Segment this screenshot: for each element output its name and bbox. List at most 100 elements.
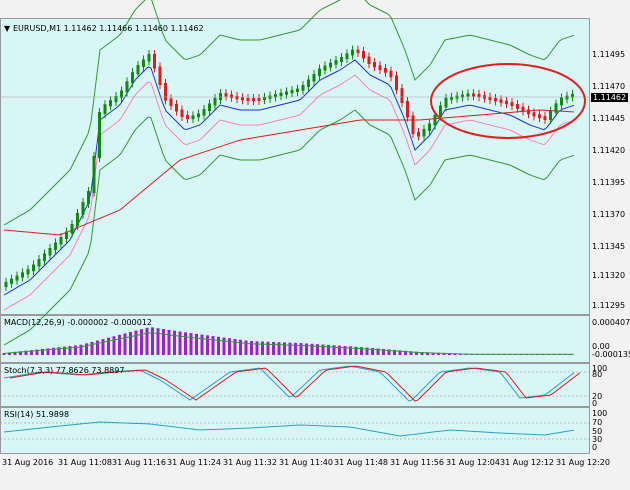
candle-body (554, 103, 558, 113)
macd-histogram-bar (288, 342, 292, 355)
candle-body (499, 99, 503, 103)
macd-histogram-bar (35, 349, 39, 355)
macd-histogram-bar (382, 348, 385, 355)
candle-body (356, 49, 360, 53)
price-tick: 1.11495 (592, 50, 626, 59)
time-tick: 31 Aug 12:12 (500, 458, 554, 467)
macd-histogram-bar (266, 341, 270, 355)
macd-histogram-bar (354, 346, 358, 355)
macd-histogram-bar (184, 332, 187, 355)
candle-body (274, 94, 277, 98)
candle-body (373, 62, 376, 68)
rsi-tick: 70 (592, 418, 603, 427)
candle-body (417, 132, 420, 137)
macd-histogram-bar (178, 331, 182, 355)
fast-moving-average (3, 59, 575, 296)
candle-body (43, 253, 46, 261)
macd-histogram-bar (200, 334, 204, 355)
stochastic-tick: 100 (592, 364, 608, 373)
macd-histogram-bar (13, 351, 17, 355)
candle-body (516, 104, 519, 109)
candle-body (131, 72, 134, 84)
price-chart-panel[interactable] (0, 18, 590, 315)
macd-histogram-bar (448, 353, 451, 355)
candle-body (109, 100, 112, 107)
candle-body (488, 96, 492, 100)
macd-histogram-bar (343, 346, 347, 355)
candle-body (241, 97, 244, 101)
candle-body (191, 115, 195, 120)
main-chart-title: EURUSD,M1 1.11462 1.11466 1.11460 1.1146… (13, 24, 204, 33)
time-tick: 31 Aug 2016 (2, 458, 54, 467)
candle-body (120, 90, 123, 98)
symbol-dropdown-icon[interactable]: ▼ (4, 24, 11, 33)
macd-histogram-bar (244, 340, 248, 355)
rsi-tick: 0 (592, 443, 598, 452)
candle-body (538, 114, 541, 119)
macd-signal-line (3, 332, 574, 355)
candle-body (76, 213, 79, 226)
candle-body (180, 109, 184, 117)
candle-body (4, 281, 8, 288)
bollinger-upper-band (3, 0, 575, 226)
macd-histogram-bar (101, 339, 105, 355)
macd-histogram-bar (112, 336, 116, 355)
candle-body (351, 49, 354, 56)
rsi-line (3, 421, 575, 437)
candle-body (21, 272, 24, 278)
macd-histogram-bar (162, 329, 165, 355)
macd-histogram-bar (46, 348, 50, 355)
candle-body (246, 98, 250, 101)
macd-histogram-bar (151, 327, 154, 355)
macd-histogram-bar (387, 349, 391, 355)
time-tick: 31 Aug 11:08 (58, 458, 112, 467)
price-tick: 1.11445 (592, 114, 626, 123)
macd-histogram-bar (8, 352, 11, 355)
macd-histogram-bar (294, 342, 297, 355)
macd-histogram-bar (173, 330, 176, 355)
macd-tick: 0.00 (592, 342, 610, 351)
candle-body (98, 112, 101, 158)
rsi-tick: 100 (592, 409, 608, 418)
macd-histogram-bar (30, 350, 33, 355)
candle-body (571, 93, 574, 98)
candle-body (521, 106, 525, 112)
stochastic-tick: 0 (592, 399, 598, 408)
candle-body (202, 109, 206, 116)
candle-body (114, 96, 118, 103)
candle-body (395, 75, 398, 91)
candle-body (252, 98, 255, 101)
price-tick: 1.11345 (592, 242, 626, 251)
candle-body (26, 269, 30, 275)
time-tick: 31 Aug 11:16 (112, 458, 166, 467)
time-tick: 31 Aug 11:32 (223, 458, 277, 467)
macd-histogram-bar (327, 344, 330, 355)
candle-body (560, 97, 563, 106)
macd-histogram-bar (272, 341, 275, 355)
candle-body (263, 96, 266, 100)
macd-histogram-bar (404, 350, 407, 355)
macd-histogram-bar (85, 343, 88, 355)
price-tick: 1.11420 (592, 146, 626, 155)
candle-body (307, 79, 310, 87)
candle-body (92, 156, 96, 193)
candle-body (494, 98, 497, 102)
time-tick: 31 Aug 11:40 (279, 458, 333, 467)
rsi-panel[interactable] (0, 407, 590, 454)
candle-body (10, 278, 13, 284)
candle-body (296, 88, 299, 92)
candle-body (70, 224, 74, 234)
candle-body (147, 54, 151, 62)
macd-histogram-bar (409, 351, 413, 355)
stochastic-main-line (3, 365, 575, 402)
macd-histogram-bar (24, 350, 28, 355)
candle-body (230, 94, 233, 98)
macd-histogram-bar (129, 332, 132, 355)
candle-body (340, 57, 343, 62)
macd-histogram-bar (261, 341, 264, 355)
candle-body (389, 70, 393, 78)
candle-body (450, 96, 453, 100)
rsi-title: RSI(14) 51.9898 (4, 410, 70, 419)
candle-body (406, 101, 409, 118)
macd-histogram-bar (123, 333, 127, 355)
